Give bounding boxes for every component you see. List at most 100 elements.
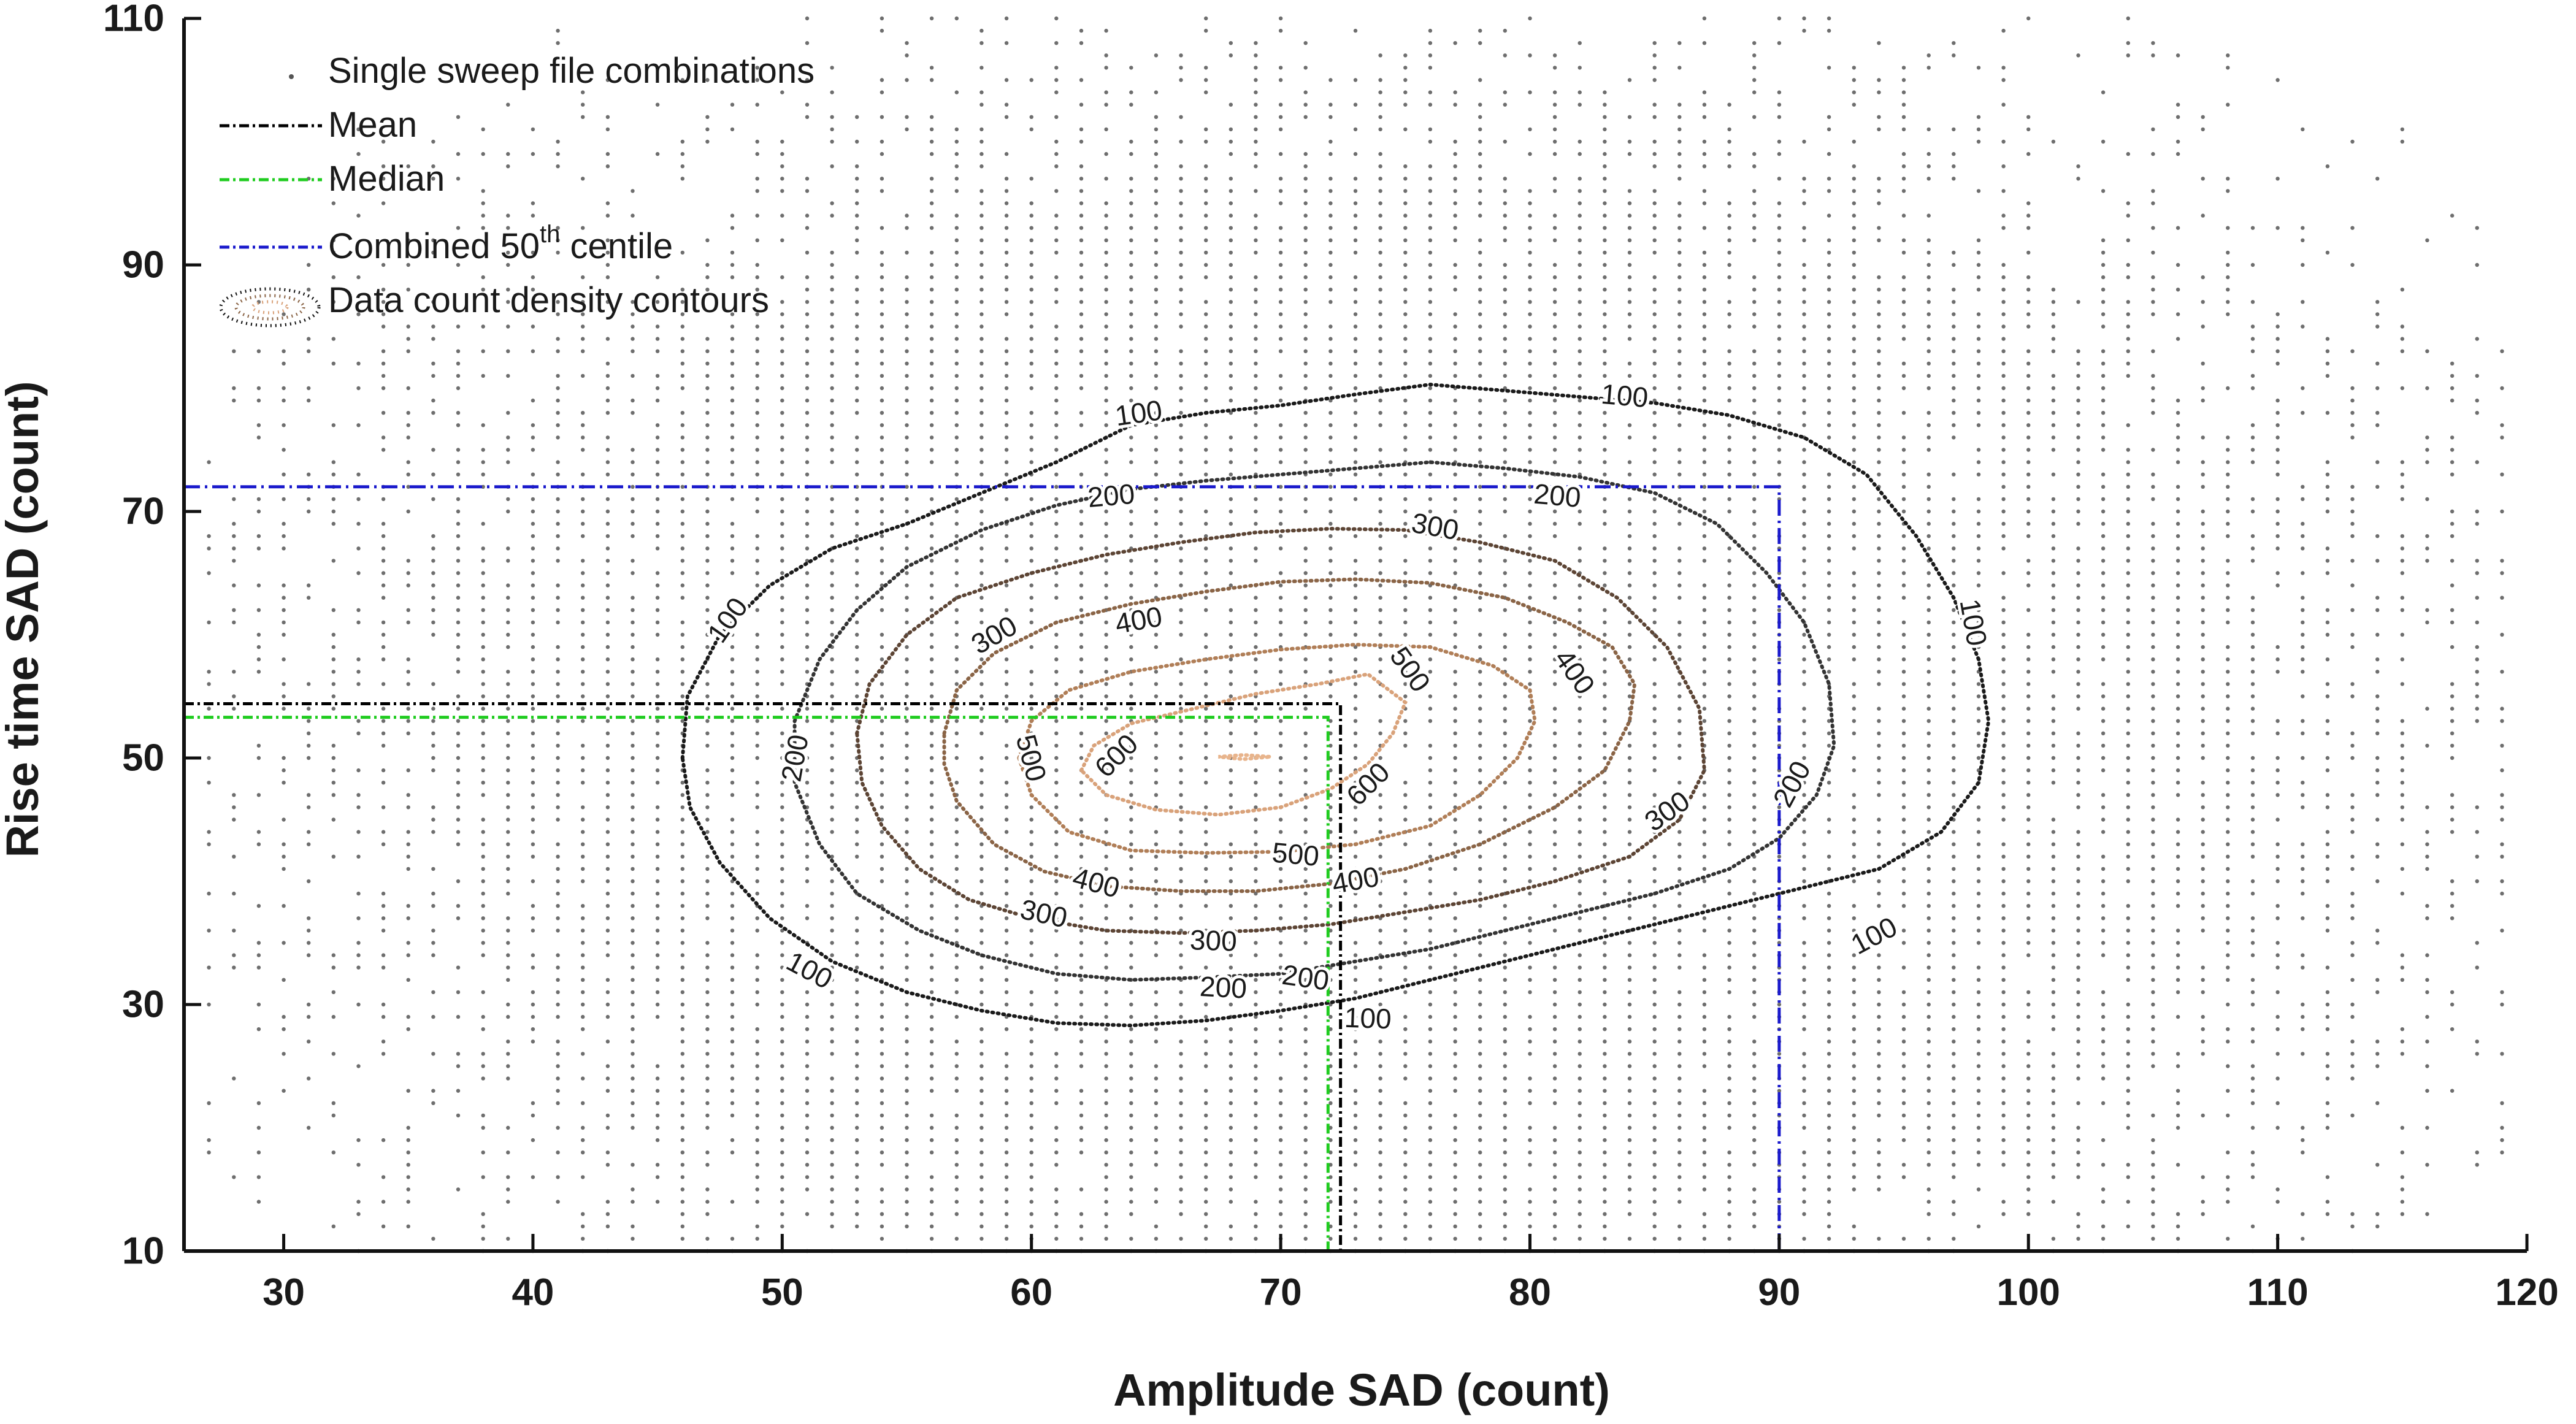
- scatter-point: [830, 743, 834, 748]
- scatter-point: [456, 719, 461, 723]
- scatter-point: [855, 583, 859, 588]
- scatter-point: [581, 1052, 585, 1056]
- scatter-point: [730, 1027, 735, 1032]
- scatter-point: [1827, 854, 1831, 859]
- scatter-point: [1702, 620, 1707, 625]
- scatter-point: [2201, 694, 2205, 699]
- scatter-point: [1877, 1052, 1881, 1056]
- scatter-point: [2026, 953, 2031, 957]
- scatter-point: [1378, 1138, 1382, 1143]
- scatter-point: [705, 435, 710, 440]
- scatter-point: [1278, 632, 1283, 637]
- scatter-point: [1154, 1002, 1159, 1007]
- scatter-point: [1403, 1224, 1408, 1229]
- scatter-point: [1802, 854, 1806, 859]
- scatter-point: [1229, 670, 1233, 674]
- scatter-point: [1577, 904, 1582, 908]
- scatter-point: [1627, 534, 1632, 538]
- scatter-point: [456, 781, 461, 785]
- scatter-point: [1702, 682, 1707, 686]
- scatter-point: [2101, 719, 2106, 723]
- scatter-point: [1627, 1212, 1632, 1216]
- scatter-point: [1901, 1163, 1906, 1167]
- scatter-point: [1129, 830, 1133, 834]
- scatter-point: [1054, 1187, 1059, 1192]
- scatter-point: [431, 1101, 435, 1106]
- scatter-point: [2126, 941, 2130, 945]
- scatter-point: [2226, 793, 2230, 797]
- scatter-point: [1303, 768, 1308, 773]
- scatter-point: [2350, 867, 2355, 871]
- scatter-point: [1652, 941, 1657, 945]
- scatter-point: [1802, 1113, 1806, 1118]
- scatter-point: [631, 743, 635, 748]
- scatter-point: [1303, 1224, 1308, 1229]
- scatter-point: [2126, 472, 2130, 477]
- scatter-point: [1179, 497, 1183, 502]
- scatter-point: [1727, 879, 1731, 884]
- scatter-point: [2126, 559, 2130, 563]
- scatter-point: [1802, 1076, 1806, 1081]
- scatter-point: [1029, 1064, 1033, 1068]
- scatter-point: [680, 965, 685, 970]
- scatter-point: [1303, 1014, 1308, 1019]
- scatter-point: [655, 509, 660, 514]
- scatter-point: [1952, 830, 1956, 834]
- scatter-point: [456, 756, 461, 760]
- scatter-point: [1254, 460, 1258, 464]
- scatter-point: [1179, 1089, 1183, 1093]
- scatter-point: [1827, 534, 1831, 538]
- scatter-point: [1378, 781, 1382, 785]
- scatter-point: [1378, 460, 1382, 464]
- scatter-point: [581, 805, 585, 810]
- scatter-point: [1328, 1150, 1333, 1155]
- scatter-point: [1702, 1163, 1707, 1167]
- scatter-point: [2076, 965, 2080, 970]
- scatter-point: [1752, 620, 1757, 625]
- scatter-point: [755, 1200, 759, 1204]
- scatter-point: [2250, 1101, 2255, 1106]
- scatter-point: [2076, 694, 2080, 699]
- scatter-point: [1129, 916, 1133, 921]
- scatter-point: [581, 842, 585, 846]
- scatter-point: [1328, 460, 1333, 464]
- scatter-point: [2400, 1027, 2404, 1032]
- scatter-point: [1453, 1064, 1457, 1068]
- scatter-point: [1154, 768, 1159, 773]
- scatter-point: [1453, 448, 1457, 452]
- scatter-point: [1154, 1224, 1159, 1229]
- scatter-point: [431, 497, 435, 502]
- scatter-point: [1827, 941, 1831, 945]
- scatter-point: [1154, 497, 1159, 502]
- scatter-point: [1802, 571, 1806, 575]
- scatter-point: [880, 756, 884, 760]
- scatter-point: [2101, 620, 2106, 625]
- scatter-point: [1976, 509, 1981, 514]
- scatter-point: [929, 830, 934, 834]
- scatter-point: [2026, 534, 2031, 538]
- scatter-point: [1552, 521, 1557, 526]
- scatter-point: [431, 1014, 435, 1019]
- scatter-point: [1204, 1027, 1208, 1032]
- scatter-point: [705, 1027, 710, 1032]
- scatter-point: [2301, 1150, 2305, 1155]
- scatter-point: [1802, 546, 1806, 551]
- scatter-point: [1577, 1163, 1582, 1167]
- scatter-point: [780, 1076, 784, 1081]
- scatter-point: [2275, 854, 2280, 859]
- scatter-point: [855, 916, 859, 921]
- scatter-point: [1976, 830, 1981, 834]
- scatter-point: [2250, 781, 2255, 785]
- scatter-point: [680, 534, 685, 538]
- scatter-point: [805, 571, 810, 575]
- scatter-point: [1528, 657, 1532, 662]
- scatter-point: [1901, 1027, 1906, 1032]
- scatter-point: [1577, 1039, 1582, 1044]
- scatter-point: [2301, 1212, 2305, 1216]
- scatter-point: [1627, 682, 1632, 686]
- scatter-point: [680, 559, 685, 563]
- scatter-point: [605, 694, 610, 699]
- scatter-point: [2175, 781, 2180, 785]
- scatter-point: [381, 645, 386, 649]
- scatter-point: [2425, 706, 2429, 711]
